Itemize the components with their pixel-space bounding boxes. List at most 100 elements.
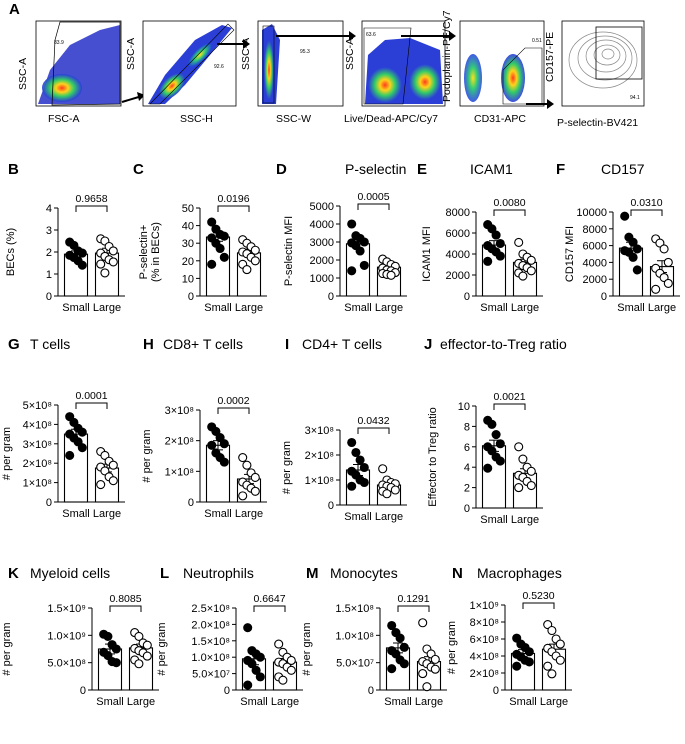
p-value: 0.0196 [217, 193, 249, 205]
data-point [103, 631, 113, 641]
data-point [518, 454, 528, 464]
y-tick-label: 0 [601, 291, 607, 303]
chart-n: N Macrophages 0 2×10⁸ 4×10⁸ 6×10⁸ 8×10⁸ 1×10⁹ # … [446, 565, 572, 708]
data-point [250, 472, 260, 483]
data-point [547, 625, 557, 636]
data-point [103, 651, 113, 661]
y-axis-label: BECs (%) [5, 228, 17, 276]
data-point [495, 456, 505, 466]
y-tick-label: 2000 [583, 274, 607, 286]
flow-density-core [42, 74, 82, 102]
panel-label: H [143, 336, 154, 353]
flow-gate [363, 27, 412, 105]
y-tick-label: 10 [458, 401, 470, 413]
arrow-head-icon [547, 99, 554, 109]
y-tick-label: 1×10⁸ [23, 478, 52, 490]
y-tick-label: 3×10⁸ [23, 439, 52, 451]
significance-bracket [75, 205, 108, 212]
flow-contours [568, 31, 638, 89]
significance-bracket [75, 402, 108, 409]
y-tick-label: 1 [46, 269, 52, 281]
y-tick-label: 1.0×10⁹ [47, 630, 86, 642]
p-value: 0.0021 [493, 391, 525, 403]
y-tick-label: 1000 [310, 273, 334, 285]
data-point [651, 284, 661, 294]
x-tick-label: Large [127, 696, 155, 708]
data-point [359, 237, 369, 247]
y-tick-label: 6×10⁸ [470, 634, 499, 646]
data-point [96, 259, 106, 269]
data-point [518, 271, 528, 281]
flow-plot-2: 92.6 SSC-A SSC-H [125, 20, 237, 125]
flow-x-label: CD31-APC [474, 113, 526, 125]
data-point [526, 255, 536, 265]
data-point [382, 489, 392, 499]
data-point [487, 224, 497, 234]
data-point [663, 278, 673, 288]
panel-label: L [160, 565, 169, 582]
data-point [238, 452, 248, 463]
y-tick-label: 2×10⁸ [23, 458, 52, 470]
panel-label: B [8, 161, 19, 178]
flow-x-label: SSC-W [276, 113, 311, 125]
data-point [386, 270, 396, 280]
data-point [483, 256, 493, 266]
data-point [491, 230, 501, 240]
y-tick-label: 3×10⁸ [305, 425, 334, 437]
data-point [659, 244, 669, 254]
data-point [547, 669, 557, 679]
data-point [422, 682, 432, 692]
y-axis-label: # per gram [1, 622, 13, 675]
chart-b: B 0 1 2 3 4 BECs (%) Small Large 0.9658 [5, 161, 125, 314]
x-tick-label: Small [96, 696, 124, 708]
flow-plot-frame [561, 20, 645, 107]
y-tick-label: 30 [182, 238, 194, 250]
data-point [255, 652, 265, 662]
arrow-head-icon [349, 31, 356, 41]
flow-density-core [187, 42, 213, 68]
panel-label: C [133, 161, 144, 178]
data-point [274, 639, 284, 649]
y-tick-label: 4000 [583, 257, 607, 269]
flow-gate [51, 21, 121, 106]
y-tick-label: 1.5×10⁸ [191, 636, 230, 648]
flow-gate-value: 63.6 [366, 32, 376, 38]
data-point [77, 427, 87, 437]
x-tick-label: Small [384, 696, 412, 708]
data-point [632, 265, 642, 275]
chart-title: effector-to-Treg ratio [440, 336, 567, 352]
flow-gate-value: 94.1 [630, 95, 640, 101]
x-tick-label: Large [93, 302, 121, 314]
p-value: 0.0005 [357, 191, 389, 203]
p-value: 0.8085 [109, 593, 141, 605]
y-tick-label: 3×10⁸ [165, 405, 194, 417]
data-point [278, 675, 288, 685]
chart-title: Myeloid cells [30, 565, 110, 581]
flow-gate-value: 83.9 [54, 40, 64, 46]
y-tick-label: 1.0×10⁸ [191, 652, 230, 664]
data-point [399, 659, 409, 669]
data-point [491, 430, 501, 440]
data-point [524, 657, 534, 667]
arrow-head-icon [449, 31, 456, 41]
p-value: 0.0310 [630, 197, 662, 209]
y-tick-label: 3 [46, 225, 52, 237]
flow-x-label: SSC-H [180, 113, 213, 125]
y-tick-label: 50 [182, 203, 194, 215]
data-point [524, 647, 534, 657]
y-tick-label: 0 [188, 291, 194, 303]
significance-bracket [253, 605, 286, 612]
data-point [395, 633, 405, 643]
y-axis-label-line: P-selectin+ [138, 225, 150, 280]
data-point [255, 672, 265, 682]
x-tick-label: Large [235, 508, 263, 520]
y-tick-label: 2000 [446, 270, 470, 282]
p-value: 0.1291 [397, 593, 429, 605]
y-tick-label: 8 [464, 421, 470, 433]
significance-bracket [217, 407, 250, 414]
flow-plot-5: 0.51 Podoplanin-PE/Cy7 CD31-APC [441, 10, 545, 125]
y-tick-label: 2×10⁸ [305, 450, 334, 462]
data-point [219, 439, 229, 449]
panel-label: F [556, 161, 565, 178]
